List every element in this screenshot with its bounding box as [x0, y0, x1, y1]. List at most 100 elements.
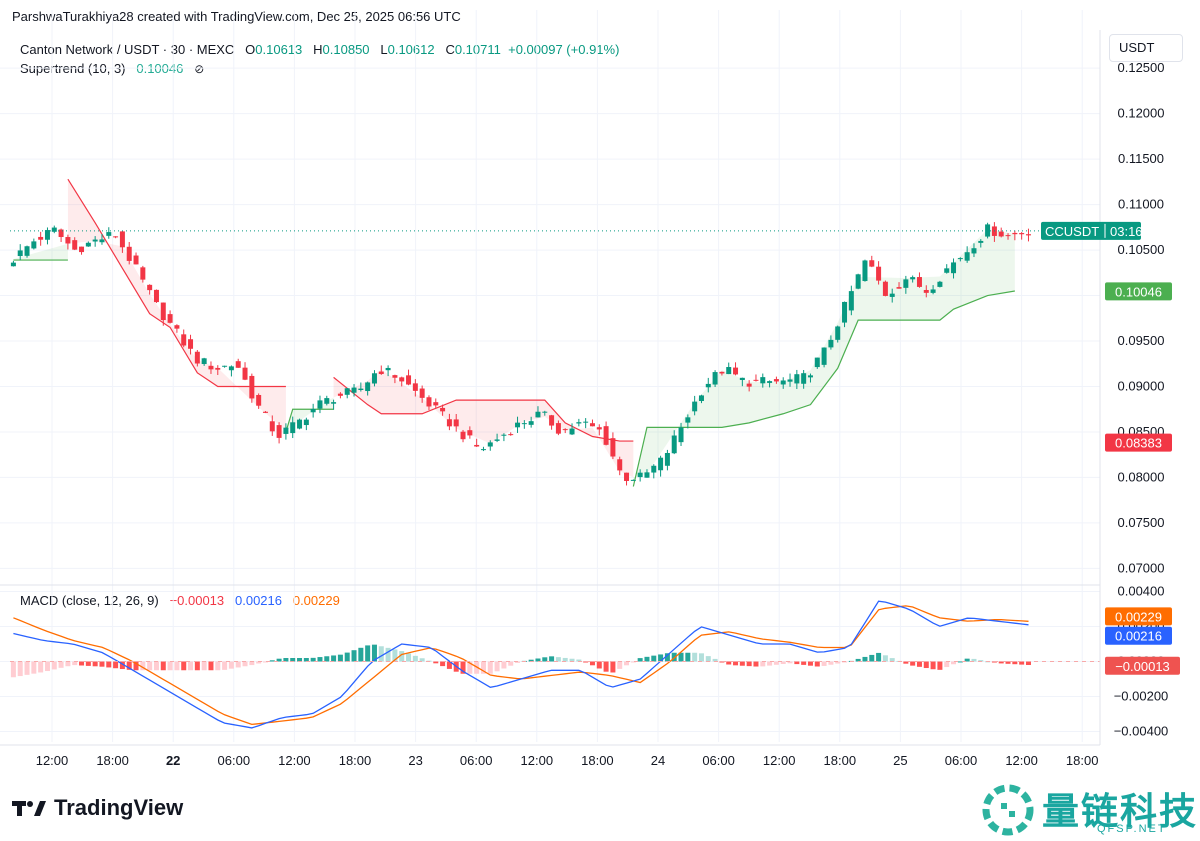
price-tick-label: 0.07500: [1118, 515, 1165, 530]
macd-tick-label: 0.00400: [1118, 584, 1165, 599]
symbol-legend: Canton Network / USDT · 30 · MEXC O0.106…: [20, 40, 619, 79]
macd-histogram-bar: [848, 660, 854, 662]
symbol-name[interactable]: Canton Network / USDT · 30 · MEXC: [20, 42, 235, 57]
candle-body: [494, 439, 500, 441]
currency-selector[interactable]: USDT: [1109, 34, 1183, 62]
candle-body: [222, 365, 228, 367]
macd-histogram-bar: [542, 657, 548, 662]
candle-body: [624, 472, 630, 481]
macd-histogram-bar: [794, 661, 800, 665]
candle-body: [119, 231, 125, 248]
candle-body: [433, 402, 439, 406]
time-tick-label: 18:00: [339, 753, 372, 768]
macd-histogram-bar: [719, 661, 725, 663]
macd-line-value: 0.00216: [235, 593, 282, 608]
low-label: L: [380, 42, 388, 57]
macd-histogram-bar: [528, 659, 534, 662]
supertrend-line: [67, 178, 286, 388]
macd-histogram-bar: [1025, 661, 1031, 665]
candle-body: [460, 431, 466, 440]
macd-histogram-bar: [651, 655, 657, 662]
candle-body: [698, 395, 704, 402]
candle-body: [256, 394, 262, 406]
macd-histogram-bar: [630, 661, 636, 663]
macd-histogram-bar: [869, 654, 875, 662]
candle-body: [181, 334, 187, 346]
macd-hist-badge-bg: [1105, 656, 1180, 675]
macd-signal-badge-bg: [1105, 607, 1172, 626]
low-price-badge-text: 0.08383: [1115, 436, 1162, 451]
macd-histogram-bar: [842, 661, 848, 663]
macd-indicator-name[interactable]: MACD (close, 12, 26, 9): [20, 593, 159, 608]
price-tick-label: 0.11000: [1118, 197, 1164, 212]
price-tick-label: 0.12000: [1118, 106, 1165, 121]
attribution: ParshwaTurakhiya28 created with TradingV…: [12, 9, 461, 24]
time-tick-label: 06:00: [218, 753, 251, 768]
indicator-name[interactable]: Supertrend (10, 3): [20, 61, 126, 76]
macd-histogram-bar: [814, 661, 820, 667]
macd-histogram-bar: [923, 661, 929, 669]
candle-body: [739, 377, 745, 381]
candle-body: [678, 427, 684, 443]
candle-body: [978, 240, 984, 243]
hide-indicator-icon[interactable]: ⊘: [194, 62, 205, 76]
candle-body: [17, 250, 23, 257]
macd-histogram-bar: [998, 661, 1004, 664]
candle-body: [746, 383, 752, 387]
candle-body: [351, 387, 357, 393]
candle-body: [889, 293, 895, 297]
candle-body: [412, 383, 418, 391]
macd-histogram-bar: [256, 661, 262, 664]
macd-histogram-bar: [971, 658, 977, 662]
price-tick-label: 0.09500: [1118, 333, 1165, 348]
candle-body: [371, 373, 377, 384]
macd-tick-label: 0.00000: [1118, 654, 1165, 669]
candle-body: [542, 411, 548, 413]
macd-histogram-bar: [705, 656, 711, 662]
macd-histogram-bar: [392, 649, 398, 662]
macd-histogram-bar: [896, 660, 902, 662]
candle-body: [644, 472, 650, 478]
candle-body: [31, 241, 37, 249]
grid-lines: [0, 10, 1100, 742]
macd-histogram-bar: [344, 652, 350, 662]
tradingview-logo[interactable]: TradingView: [12, 795, 183, 821]
candle-body: [637, 472, 643, 478]
candle-body: [930, 289, 936, 293]
candle-body: [726, 367, 732, 375]
macd-histogram-bar: [140, 661, 146, 671]
candle-body: [303, 419, 309, 426]
candle-body: [269, 421, 275, 432]
macd-histogram-bar: [882, 655, 888, 662]
macd-histogram-bar: [487, 661, 493, 674]
candle-body: [38, 236, 44, 240]
candle-body: [167, 314, 173, 323]
macd-histogram-bar: [412, 655, 418, 662]
candle-body: [828, 339, 834, 348]
candle-body: [910, 277, 916, 280]
candle-body: [794, 374, 800, 384]
macd-histogram-bar: [194, 661, 200, 671]
candle-body: [426, 397, 432, 407]
macd-histogram-bar: [624, 661, 630, 666]
last-price-badge: [1041, 221, 1141, 240]
candle-body: [528, 421, 534, 425]
watermark-logo-icon: [982, 784, 1034, 836]
candle-body: [324, 398, 330, 404]
candle-body: [991, 226, 997, 236]
macd-histogram-bar: [433, 661, 439, 664]
macd-histogram-bar: [303, 658, 309, 662]
high-value: 0.10850: [322, 42, 370, 57]
macd-histogram-bar: [228, 661, 234, 669]
candle-body: [85, 242, 91, 247]
candle-body: [58, 229, 64, 238]
macd-histogram-bar: [290, 658, 296, 662]
macd-histogram-bar: [1012, 661, 1018, 665]
candle-body: [671, 435, 677, 454]
time-tick-label: 24: [651, 753, 665, 768]
macd-histogram-bar: [167, 661, 173, 671]
time-tick-label: 12:00: [278, 753, 311, 768]
macd-histogram-bar: [406, 653, 412, 662]
macd-histogram-bar: [119, 661, 125, 670]
